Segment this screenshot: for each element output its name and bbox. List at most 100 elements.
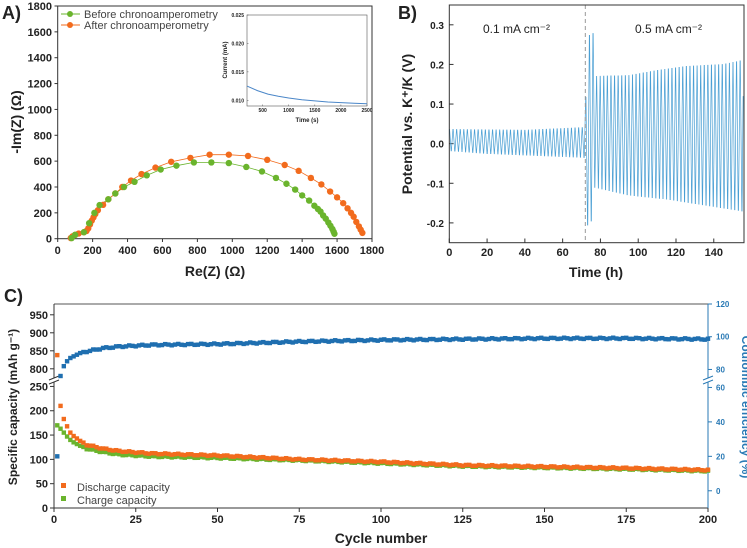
coulombic-efficiency-point: [346, 337, 351, 343]
x-tick-label: 0: [51, 514, 57, 526]
coulombic-efficiency-point: [326, 339, 331, 344]
discharge-capacity-point: [378, 459, 384, 464]
charge-capacity-point: [133, 453, 138, 459]
discharge-capacity-point: [705, 467, 711, 472]
discharge-capacity-point: [349, 459, 354, 464]
coulombic-efficiency-point: [640, 336, 645, 342]
left-axis-break-icon: [48, 375, 60, 385]
discharge-capacity-point: [460, 463, 465, 468]
discharge-capacity-point: [205, 453, 210, 458]
discharge-capacity-point: [192, 453, 197, 458]
nyquist-point-before: [173, 162, 180, 169]
discharge-capacity-point: [359, 458, 364, 464]
discharge-capacity-point: [385, 460, 390, 465]
charge-capacity-point: [212, 455, 217, 460]
discharge-capacity-point: [323, 457, 328, 463]
coulombic-efficiency-point: [581, 336, 586, 342]
coulombic-efficiency-point: [643, 336, 649, 341]
discharge-capacity-point: [555, 465, 560, 470]
charge-capacity-point: [71, 440, 76, 445]
nyquist-point-after: [307, 174, 315, 182]
discharge-capacity-point: [525, 463, 531, 468]
charge-capacity-point: [172, 454, 178, 460]
discharge-capacity-point: [601, 465, 606, 470]
inset-y-tick-label: 0.015: [231, 70, 244, 76]
panel-a-xlabel: Re(Z) (Ω): [185, 263, 245, 279]
discharge-capacity-point: [692, 467, 698, 472]
y-tick-label: -0.2: [427, 219, 445, 230]
potential-trace: [449, 33, 744, 226]
coulombic-efficiency-point: [127, 343, 132, 348]
coulombic-efficiency-point: [55, 454, 60, 459]
discharge-capacity-point: [686, 467, 691, 472]
discharge-capacity-point: [241, 455, 246, 460]
discharge-capacity-point: [159, 451, 165, 457]
charge-capacity-point: [143, 454, 148, 459]
discharge-capacity-point: [162, 451, 168, 456]
coulombic-efficiency-point: [362, 338, 367, 344]
discharge-capacity-point: [365, 459, 371, 464]
y-tick-label: 0.1: [430, 100, 444, 111]
coulombic-efficiency-point: [545, 336, 550, 342]
coulombic-efficiency-point: [525, 335, 531, 341]
discharge-capacity-point: [597, 464, 603, 470]
discharge-capacity-point: [179, 452, 184, 457]
coulombic-efficiency-point: [512, 335, 518, 341]
nyquist-point-before: [305, 197, 313, 204]
panel-c-ticks: 0 25 50 75 100 125 150 175 200050100150200250800…: [30, 300, 730, 526]
discharge-capacity-point: [212, 452, 217, 458]
discharge-capacity-point: [640, 466, 645, 472]
coulombic-efficiency-point: [650, 336, 655, 341]
coulombic-efficiency-point: [261, 339, 266, 345]
charge-capacity-point: [91, 447, 96, 452]
coulombic-efficiency-point: [208, 342, 214, 347]
x-tick-label: 60: [557, 247, 569, 259]
annotation-low-current: 0.1 mA cm⁻²: [483, 22, 550, 36]
coulombic-efficiency-point: [480, 336, 485, 341]
discharge-capacity-point: [496, 464, 501, 469]
discharge-capacity-point: [336, 458, 341, 463]
y2-tick-label: 80: [716, 365, 725, 374]
coulombic-efficiency-point: [342, 338, 348, 343]
discharge-capacity-point: [414, 460, 420, 466]
discharge-capacity-point: [676, 467, 681, 473]
coulombic-efficiency-point: [319, 338, 325, 343]
coulombic-efficiency-point: [535, 336, 541, 341]
nyquist-point-after: [350, 213, 357, 220]
panel-c-y2label: Coulombic efficiency (%): [739, 336, 747, 479]
inset-current-line: [246, 85, 368, 105]
charge-capacity-point: [136, 453, 142, 458]
discharge-capacity-point: [55, 352, 60, 358]
charge-capacity-point: [179, 455, 184, 460]
coulombic-efficiency-point: [594, 336, 600, 341]
nyquist-point-after: [318, 181, 325, 188]
x-tick-label: 0: [446, 247, 452, 259]
coulombic-efficiency-point: [172, 342, 178, 347]
coulombic-efficiency-point: [584, 335, 590, 341]
charge-capacity-point: [113, 451, 119, 456]
coulombic-efficiency-point: [571, 336, 577, 341]
x-tick-label: 1200: [255, 245, 279, 257]
discharge-capacity-point: [519, 464, 524, 470]
coulombic-efficiency-point: [153, 342, 158, 347]
nyquist-point-before: [96, 201, 103, 209]
nyquist-point-before: [71, 231, 79, 239]
discharge-capacity-point: [225, 453, 230, 458]
discharge-capacity-point: [339, 458, 344, 464]
discharge-capacity-point: [532, 464, 537, 470]
panel-c-legend: Discharge capacity Charge capacity: [61, 482, 170, 507]
x-tick-label: 1000: [220, 245, 244, 257]
discharge-capacity-point: [486, 463, 492, 468]
panel-a: A) 0 200 400 600 800 1000 1200 1400 1600 1800 0 200…: [2, 1, 384, 279]
legend-marker-discharge: [61, 483, 66, 488]
discharge-capacity-point: [660, 466, 665, 471]
coulombic-efficiency-point: [653, 337, 658, 342]
discharge-capacity-point: [404, 460, 410, 465]
discharge-capacity-point: [395, 459, 400, 465]
coulombic-efficiency-point: [71, 354, 76, 359]
discharge-capacity-point: [182, 452, 187, 458]
panel-a-ticks: 0 200 400 600 800 1000 1200 1400 1600 1800 0 200 400…: [28, 1, 385, 257]
coulombic-efficiency-point: [117, 343, 122, 349]
coulombic-efficiency-point: [64, 359, 70, 364]
discharge-capacity-point: [257, 455, 263, 460]
